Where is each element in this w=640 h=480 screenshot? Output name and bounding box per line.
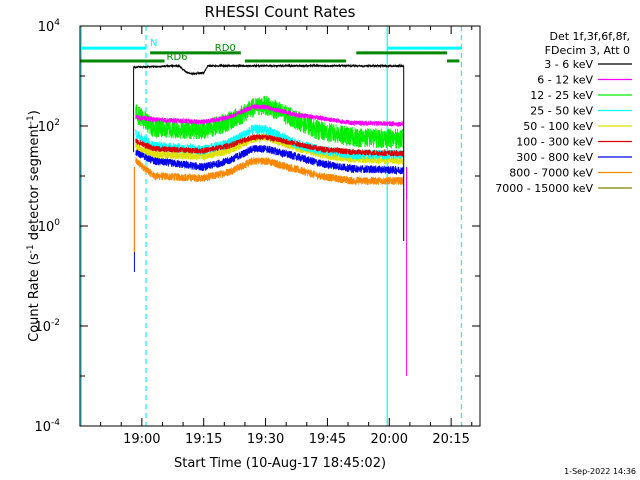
y-axis-label-main: Count Rate (s: [27, 253, 42, 342]
y-tick-base: 10: [38, 20, 55, 35]
y-tick-base: 10: [38, 120, 55, 135]
state-bar-label: RD6: [167, 52, 188, 63]
legend-label: 25 - 50 keV: [530, 105, 593, 118]
legend-label: 6 - 12 keV: [537, 74, 593, 87]
y-tick-exp: 2: [54, 118, 60, 128]
series-line: [135, 123, 405, 160]
y-tick-exp: 4: [54, 18, 60, 28]
legend-label: 3 - 6 keV: [544, 58, 593, 71]
series-line: [135, 156, 405, 186]
chart-title: RHESSI Count Rates: [205, 3, 356, 21]
y-tick-exp: 0: [54, 218, 60, 228]
state-bar-label: RD0: [215, 43, 236, 54]
y-tick-base: 10: [38, 220, 55, 235]
legend-header: Det 1f,3f,6f,8f,: [549, 30, 630, 43]
x-tick-label: 19:30: [247, 432, 284, 447]
y-axis-label-mid: detector segment: [27, 124, 42, 244]
state-bar-label: N: [150, 38, 157, 49]
y-tick-label: 102: [38, 118, 60, 135]
y-tick-exp: -4: [51, 418, 60, 428]
plot-frame: [79, 25, 481, 427]
y-axis-label-sup1: -1: [26, 244, 36, 253]
timestamp: 1-Sep-2022 14:36: [564, 467, 636, 476]
y-tick-exp: -2: [51, 318, 60, 328]
legend-label: 100 - 300 keV: [516, 136, 593, 149]
series-line: [135, 133, 405, 157]
legend-header: FDecim 3, Att 0: [545, 44, 630, 57]
legend-label: 800 - 7000 keV: [509, 167, 593, 180]
series-line: [135, 103, 405, 127]
series-line: [135, 95, 405, 149]
x-tick-label: 20:00: [371, 432, 408, 447]
y-tick-label: 100: [38, 218, 61, 235]
legend-label: 7000 - 15000 keV: [495, 182, 593, 195]
y-tick-label: 104: [38, 18, 61, 35]
x-tick-label: 19:15: [185, 432, 222, 447]
x-axis-label: Start Time (10-Aug-17 18:45:02): [174, 456, 386, 471]
y-tick-label: 10-4: [34, 418, 60, 435]
legend-label: 300 - 800 keV: [516, 151, 593, 164]
y-axis-label-sup2: -1: [26, 115, 36, 124]
legend-label: 12 - 25 keV: [530, 89, 593, 102]
series-line: [135, 144, 405, 176]
series-line: [133, 63, 405, 76]
x-tick-label: 20:15: [432, 432, 469, 447]
x-tick-label: 19:00: [123, 432, 160, 447]
y-tick-base: 10: [34, 420, 51, 435]
legend-label: 50 - 100 keV: [523, 120, 593, 133]
x-tick-label: 19:45: [309, 432, 346, 447]
y-tick-base: 10: [34, 320, 51, 335]
y-tick-label: 10-2: [34, 318, 60, 335]
y-axis-label: Count Rate (s-1 detector segment-1): [26, 110, 42, 342]
y-axis-label-end: ): [27, 110, 42, 115]
chart-layers: N RD0 RD6: [80, 26, 463, 426]
